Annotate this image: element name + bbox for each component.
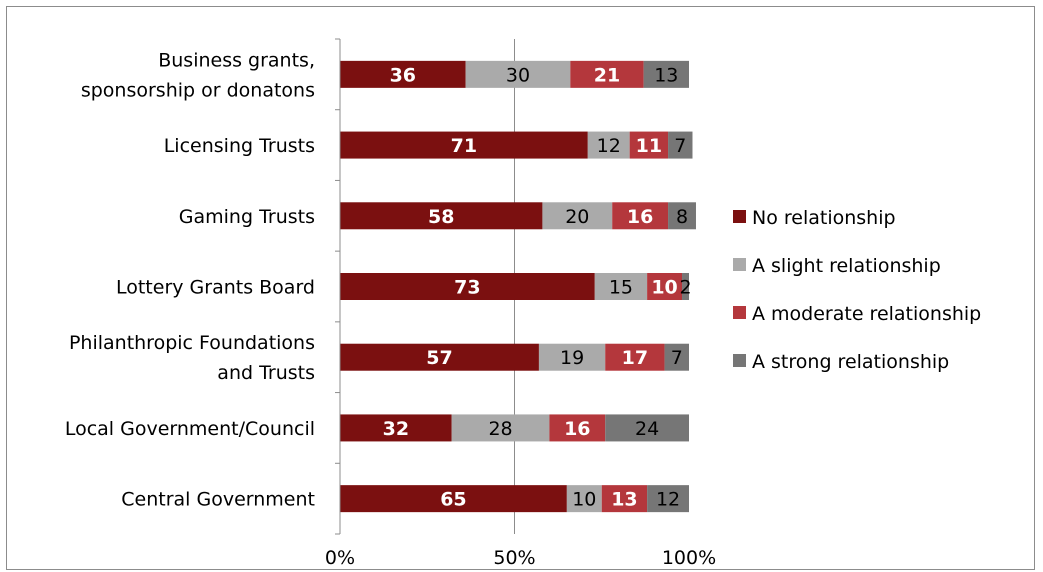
bar-segment	[647, 485, 689, 513]
category-label: Philanthropic Foundations and Trusts	[69, 332, 315, 384]
bar-segment	[664, 343, 689, 371]
data-label: 12	[656, 489, 680, 511]
category-label: Local Government/Council	[65, 418, 315, 440]
bar-segment	[340, 485, 567, 513]
legend-swatch	[733, 258, 746, 271]
data-label: 73	[454, 277, 480, 299]
bar-segment	[340, 60, 466, 88]
category-label: Business grants, sponsorship or donatons	[81, 49, 315, 101]
bar-segment	[538, 343, 606, 371]
data-label: 57	[426, 347, 452, 369]
legend-swatch	[733, 210, 746, 223]
category-label: Lottery Grants Board	[116, 277, 315, 299]
bar-segment	[594, 273, 648, 300]
data-label: 12	[597, 135, 621, 157]
axis-layer: 0% 50% 100%	[325, 38, 716, 569]
data-label: 17	[622, 347, 648, 369]
bar-segment	[549, 414, 606, 442]
bar-segment	[566, 485, 602, 513]
bar-segment	[340, 343, 539, 371]
category-label: Gaming Trusts	[179, 206, 315, 228]
bar-segment	[629, 131, 669, 159]
category-label: Central Government	[121, 489, 315, 511]
bar-segment	[643, 60, 689, 88]
data-label: 19	[560, 347, 584, 369]
legend-swatch	[733, 354, 746, 367]
bar-segment	[340, 202, 543, 230]
bar-segment	[465, 60, 571, 88]
bar-segment	[542, 202, 613, 230]
data-label: 71	[451, 135, 477, 157]
legend-entry: No relationship	[752, 207, 896, 229]
bar-segment	[682, 273, 689, 300]
data-label: 36	[390, 64, 416, 86]
bar-segment	[601, 485, 648, 513]
x-tick-label: 50%	[493, 547, 535, 569]
x-tick-label: 0%	[325, 547, 355, 569]
bar-segment	[587, 131, 630, 159]
data-label: 7	[674, 135, 686, 157]
bar-segment	[340, 414, 452, 442]
data-label: 15	[609, 277, 633, 299]
category-labels: Business grants, sponsorship or donatons L…	[65, 49, 315, 510]
legend: No relationship A slight relationship A mo…	[733, 207, 981, 373]
legend-entry: A slight relationship	[752, 255, 941, 277]
legend-swatch	[733, 306, 746, 319]
bar-segment	[647, 273, 683, 300]
bar-segment	[340, 273, 595, 300]
bar-segment	[570, 60, 644, 88]
data-label: 20	[565, 206, 589, 228]
data-label: 13	[654, 64, 678, 86]
data-label: 13	[611, 489, 637, 511]
data-label: 32	[383, 418, 409, 440]
data-label: 2	[679, 277, 691, 299]
data-label: 10	[572, 489, 596, 511]
bar-segment	[668, 202, 696, 230]
data-label: 24	[635, 418, 659, 440]
data-label: 16	[564, 418, 590, 440]
legend-entry: A moderate relationship	[752, 303, 981, 325]
data-label: 58	[428, 206, 454, 228]
data-label: 28	[488, 418, 512, 440]
data-label: 65	[440, 489, 466, 511]
bar-segment	[605, 414, 689, 442]
data-label: 30	[506, 64, 530, 86]
data-label: 8	[676, 206, 688, 228]
data-label: 10	[651, 277, 677, 299]
bar-segment	[340, 131, 588, 159]
legend-entry: A strong relationship	[752, 351, 949, 373]
category-label: Licensing Trusts	[164, 135, 315, 157]
bar-segment	[612, 202, 669, 230]
bar-segment	[668, 131, 693, 159]
data-label: 16	[627, 206, 653, 228]
data-label: 7	[671, 347, 683, 369]
data-label: 11	[636, 135, 662, 157]
bar-segment	[451, 414, 550, 442]
x-tick-label: 100%	[662, 547, 716, 569]
chart-frame: 36 30 21 13 71 12 11 7 58 20 16 8 73 15 10 2 57 19 17 7 32 28…	[6, 6, 1035, 570]
data-label: 21	[594, 64, 620, 86]
bar-segment	[605, 343, 665, 371]
